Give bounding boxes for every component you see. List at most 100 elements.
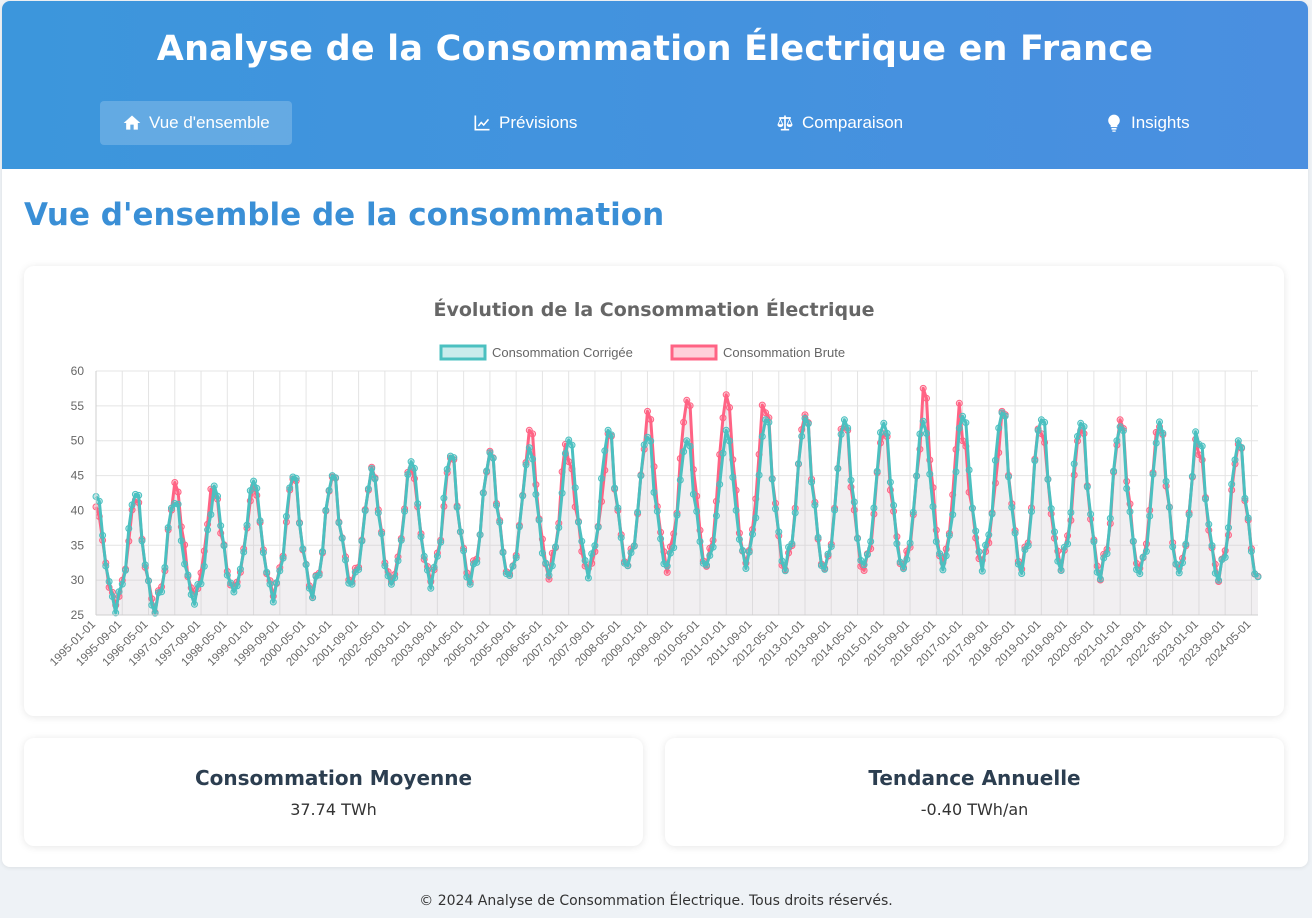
data-point <box>663 568 671 576</box>
data-point <box>112 609 120 617</box>
nav-tab-label: Prévisions <box>499 113 578 132</box>
nav-tab-overview[interactable]: Vue d'ensemble <box>100 101 292 145</box>
data-point <box>204 526 212 534</box>
data-point <box>670 544 678 552</box>
data-point <box>1208 542 1216 550</box>
data-point <box>893 540 901 548</box>
data-point <box>804 420 812 428</box>
data-point <box>929 503 937 510</box>
data-point <box>309 594 317 602</box>
data-point <box>542 559 550 567</box>
data-point <box>778 557 786 565</box>
data-point <box>877 429 884 436</box>
data-point <box>440 494 448 502</box>
data-point <box>374 509 382 517</box>
data-point <box>489 454 497 462</box>
data-point <box>719 414 727 422</box>
stat-card-trend: Tendance Annuelle -0.40 TWh/an <box>665 738 1284 846</box>
data-point <box>1057 567 1065 574</box>
data-point <box>689 490 697 498</box>
data-point <box>535 516 543 524</box>
data-point <box>722 391 730 399</box>
data-point <box>821 565 829 573</box>
series-line <box>94 411 1260 615</box>
data-point <box>538 549 546 557</box>
chart-title: Évolution de la Consommation Électrique <box>433 298 874 321</box>
data-point <box>1116 416 1124 424</box>
data-point <box>683 396 691 404</box>
data-point <box>565 458 573 466</box>
data-point <box>250 477 258 485</box>
nav-tab-label: Comparaison <box>802 113 904 132</box>
data-point <box>1188 472 1196 480</box>
data-point <box>305 584 313 592</box>
data-point <box>476 531 484 539</box>
data-point <box>598 475 605 482</box>
data-point <box>1054 557 1062 565</box>
y-tick-label: 40 <box>71 503 85 517</box>
data-point <box>207 511 215 518</box>
data-point <box>686 442 694 450</box>
data-point <box>1159 429 1167 437</box>
data-point <box>772 505 779 513</box>
nav-tab-comparison[interactable]: Comparaison <box>753 101 925 145</box>
data-point <box>962 419 970 427</box>
data-point <box>1162 477 1170 485</box>
data-point <box>775 528 783 536</box>
stat-title: Tendance Annuelle <box>868 766 1081 790</box>
data-point <box>1090 538 1098 546</box>
data-point <box>703 561 710 569</box>
data-point <box>867 538 875 545</box>
data-point <box>473 558 481 566</box>
data-point <box>181 560 189 568</box>
data-point <box>174 488 182 496</box>
data-point <box>847 476 855 484</box>
data-point <box>1202 495 1209 503</box>
data-point <box>286 484 294 492</box>
data-point <box>502 570 510 578</box>
data-point <box>319 548 326 556</box>
data-point <box>1064 540 1072 548</box>
data-point <box>795 460 802 468</box>
y-tick-label: 60 <box>71 364 85 378</box>
data-point <box>1211 569 1219 577</box>
data-point <box>545 571 553 579</box>
stat-title: Consommation Moyenne <box>194 766 473 790</box>
data-point <box>479 489 487 497</box>
data-point <box>647 416 655 423</box>
nav-tab-forecasts[interactable]: Prévisions <box>450 101 599 145</box>
data-point <box>1110 467 1118 475</box>
data-point <box>355 566 363 573</box>
data-point <box>273 579 280 587</box>
data-point <box>358 537 366 545</box>
data-point <box>529 455 537 463</box>
data-point <box>230 588 238 596</box>
data-point <box>1083 483 1091 491</box>
data-point <box>565 436 573 444</box>
data-point <box>676 476 684 484</box>
data-point <box>1225 524 1232 532</box>
data-point <box>614 504 622 512</box>
data-point <box>653 507 661 515</box>
data-point <box>1034 426 1042 434</box>
data-point <box>968 504 976 512</box>
data-point <box>332 474 340 482</box>
data-point <box>506 572 514 579</box>
data-point <box>1205 520 1213 528</box>
data-point <box>322 506 330 514</box>
data-point <box>168 504 175 512</box>
data-point <box>758 401 766 409</box>
nav-tab-insights[interactable]: Insights <box>1082 101 1212 145</box>
data-point <box>883 429 891 437</box>
data-point <box>673 511 681 519</box>
data-point <box>1221 553 1229 561</box>
data-point <box>368 465 376 473</box>
data-point <box>259 549 267 557</box>
data-point <box>588 550 596 558</box>
data-point <box>463 573 471 581</box>
data-point <box>945 531 953 539</box>
data-point <box>712 512 720 520</box>
data-point <box>1172 560 1180 568</box>
data-point <box>128 501 136 509</box>
data-point <box>276 567 284 575</box>
